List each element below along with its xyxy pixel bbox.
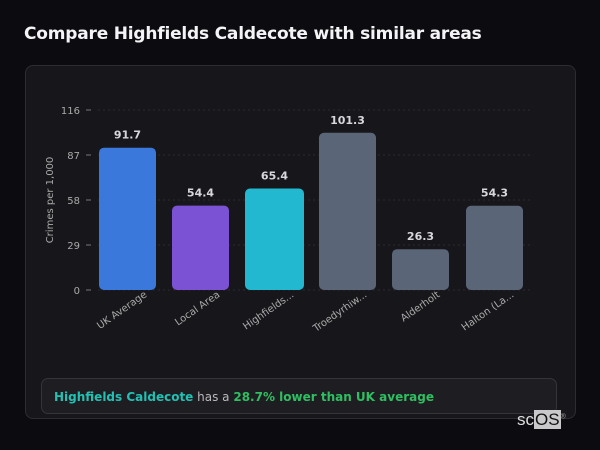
data-label: 54.3 xyxy=(481,187,508,200)
y-tick-label: 58 xyxy=(67,196,80,207)
x-tick-label: Troedyrhiw... xyxy=(311,289,370,335)
bar xyxy=(319,132,376,290)
x-tick-label: Halton (La... xyxy=(460,289,516,333)
y-tick-label: 116 xyxy=(61,106,80,117)
logo: scOS® xyxy=(517,410,566,429)
x-tick-label: Local Area xyxy=(173,289,222,328)
y-axis-label: Crimes per 1,000 xyxy=(45,157,56,244)
x-tick-label: Highfields... xyxy=(241,289,296,332)
x-tick-label: Alderholt xyxy=(399,289,442,324)
summary-area: Highfields Caldecote xyxy=(54,390,194,404)
summary-box: Highfields Caldecote has a 28.7% lower t… xyxy=(41,378,557,414)
data-label: 101.3 xyxy=(330,114,365,127)
summary-result: 28.7% lower than UK average xyxy=(233,390,434,404)
y-tick-label: 0 xyxy=(74,286,80,297)
summary-middle: has a xyxy=(193,390,234,404)
bar xyxy=(392,249,449,290)
bar xyxy=(99,147,156,290)
bar xyxy=(245,188,304,290)
data-label: 26.3 xyxy=(407,230,434,243)
bar xyxy=(172,205,229,290)
data-label: 91.7 xyxy=(114,129,141,142)
bar xyxy=(466,205,523,290)
data-label: 65.4 xyxy=(261,170,288,183)
y-tick-label: 29 xyxy=(67,241,80,252)
data-label: 54.4 xyxy=(187,187,214,200)
x-tick-label: UK Average xyxy=(95,289,149,331)
y-tick-label: 87 xyxy=(67,151,80,162)
page-title: Compare Highfields Caldecote with simila… xyxy=(24,24,482,44)
